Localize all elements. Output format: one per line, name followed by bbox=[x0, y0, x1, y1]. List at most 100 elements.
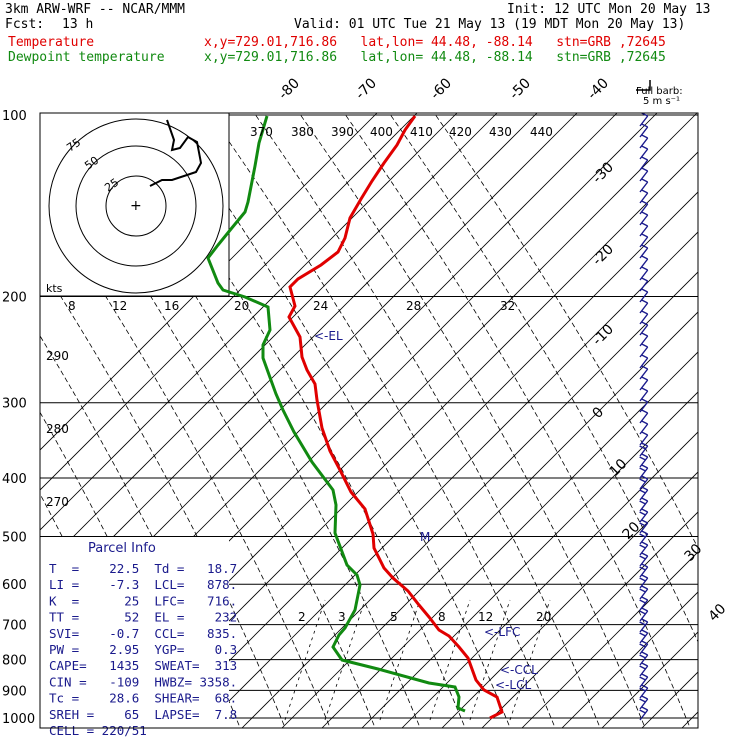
isotherm bbox=[601, 631, 698, 728]
mixing-ratio-label: 3 bbox=[338, 610, 346, 624]
isotherm bbox=[361, 391, 698, 728]
wind-barb bbox=[639, 530, 649, 545]
theta-label-left: 270 bbox=[46, 495, 69, 509]
wind-barb bbox=[639, 233, 649, 248]
wind-barb bbox=[639, 497, 649, 512]
isotherm-label-right: -10 bbox=[590, 321, 617, 348]
isotherm-label-right: 40 bbox=[706, 601, 730, 625]
ccl-marker: <-CCL bbox=[500, 663, 538, 677]
parcel-info-row: CIN = -109 HWBZ= 3358. bbox=[49, 674, 237, 689]
wind-barb bbox=[639, 486, 649, 501]
pressure-label-900: 900 bbox=[2, 684, 27, 699]
dry-adiabat bbox=[253, 113, 601, 728]
theta-label-top: 430 bbox=[489, 125, 512, 139]
mixing-ratio-label: 20 bbox=[536, 610, 551, 624]
mixing-ratio-label: 2 bbox=[298, 610, 306, 624]
m-marker: M bbox=[420, 530, 430, 544]
isotherm-label-top: -40 bbox=[585, 75, 612, 102]
wind-barb bbox=[639, 563, 649, 578]
wind-barb bbox=[639, 123, 649, 138]
wind-barb bbox=[639, 255, 649, 270]
wind-barb bbox=[639, 156, 649, 171]
parcel-info-row: K = 25 LFC= 716. bbox=[49, 593, 237, 608]
parcel-info: Parcel Info T = 22.5 Td = 18.7LI = -7.3 … bbox=[40, 537, 237, 738]
dry-adiabat bbox=[433, 113, 698, 549]
wind-barb bbox=[639, 695, 649, 710]
wind-barb bbox=[639, 673, 649, 688]
dry-adiabat bbox=[343, 113, 691, 728]
wind-barb bbox=[639, 629, 649, 644]
temperature-location: x,y=729.01,716.86 lat,lon= 44.48, -88.14… bbox=[204, 35, 666, 50]
wind-barb bbox=[639, 596, 649, 611]
isotherm-label-right: 20 bbox=[620, 519, 644, 543]
isotherm-label-right: 0 bbox=[590, 404, 608, 422]
parcel-info-row: TT = 52 EL = 232 bbox=[49, 610, 237, 625]
isotherm bbox=[321, 351, 698, 728]
pressure-label-800: 800 bbox=[2, 654, 27, 669]
wind-barb bbox=[639, 211, 649, 226]
parcel-info-row: LI = -7.3 LCL= 878. bbox=[49, 577, 237, 592]
isotherm bbox=[40, 113, 498, 571]
wind-barb bbox=[639, 453, 649, 468]
wind-barb bbox=[639, 398, 649, 413]
parcel-info-row: Tc = 28.6 SHEAR= 68. bbox=[49, 691, 237, 706]
wind-barb bbox=[639, 651, 649, 666]
wind-barb bbox=[639, 607, 649, 622]
wind-barb bbox=[639, 508, 649, 523]
barb-key-icon bbox=[636, 80, 651, 91]
dry-adiabat bbox=[298, 113, 646, 728]
theta-label-top: 390 bbox=[331, 125, 354, 139]
theta-label-left: 290 bbox=[46, 349, 69, 363]
pressure-label-600: 600 bbox=[2, 578, 27, 593]
parcel-info-row: T = 22.5 Td = 18.7 bbox=[49, 561, 237, 576]
isotherm-label-top: -80 bbox=[276, 75, 303, 102]
dry-adiabat bbox=[0, 100, 20, 740]
dry-adiabat bbox=[40, 262, 286, 728]
theta-label-top: 380 bbox=[291, 125, 314, 139]
dry-adiabat bbox=[40, 335, 241, 728]
isotherm bbox=[401, 431, 698, 728]
kts-axis-label: 24 bbox=[313, 299, 328, 313]
lcl-marker: <-LCL bbox=[495, 678, 531, 692]
barb-key-value: 5 m s⁻¹ bbox=[643, 96, 680, 107]
dewpoint-location: x,y=729.01,716.86 lat,lon= 44.48, -88.14… bbox=[204, 50, 666, 65]
wind-barb bbox=[639, 585, 649, 600]
mixing-ratio-label: 5 bbox=[390, 610, 398, 624]
wind-barb bbox=[639, 552, 649, 567]
wind-barb bbox=[639, 299, 649, 314]
wind-barb bbox=[639, 442, 649, 457]
parcel-info-row: CELL = 220/51 bbox=[49, 723, 147, 738]
kts-axis-label: 8 bbox=[68, 299, 76, 313]
wind-barb bbox=[639, 684, 649, 699]
isotherm bbox=[201, 231, 698, 728]
isotherm bbox=[681, 711, 698, 728]
temperature-legend: Temperature bbox=[8, 35, 95, 50]
wind-barb bbox=[639, 387, 649, 402]
lfc-marker: <-LFC bbox=[484, 625, 520, 639]
wind-barb bbox=[639, 167, 649, 182]
wind-barb bbox=[639, 321, 649, 336]
wind-barb bbox=[639, 640, 649, 655]
barb-key-title: Full barb: bbox=[636, 86, 683, 97]
isotherm-label-right: 30 bbox=[682, 541, 706, 565]
forecast-hour: 13 h bbox=[62, 17, 94, 32]
theta-label-top: 400 bbox=[370, 125, 393, 139]
parcel-info-row: PW = 2.95 YGP= 0.3 bbox=[49, 642, 237, 657]
isotherm bbox=[281, 311, 698, 728]
wind-barb bbox=[639, 541, 649, 556]
wind-barb bbox=[639, 277, 649, 292]
wind-barb bbox=[639, 420, 649, 435]
wind-barb bbox=[639, 409, 649, 424]
plot-frame bbox=[39, 112, 699, 729]
wind-barb bbox=[639, 145, 649, 160]
isotherm bbox=[441, 471, 698, 728]
wind-barb bbox=[639, 376, 649, 391]
pressure-label-100: 100 bbox=[2, 109, 27, 124]
isotherm bbox=[561, 591, 698, 728]
wind-barb bbox=[639, 332, 649, 347]
pressure-label-1000: 1000 bbox=[2, 712, 35, 727]
theta-label-top: 420 bbox=[449, 125, 472, 139]
isotherm bbox=[241, 271, 698, 728]
dry-adiabat bbox=[208, 113, 556, 728]
